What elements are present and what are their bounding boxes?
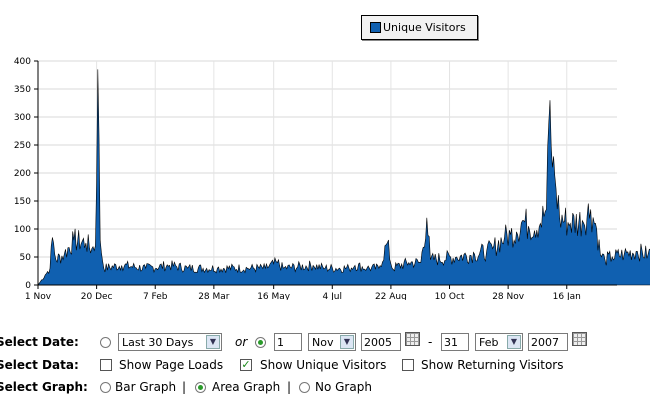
- x-tick-label: 7 Feb: [143, 292, 168, 300]
- select-date-label: Select Date:: [0, 335, 79, 349]
- x-tick-label: 4 Jul: [323, 292, 342, 300]
- graph-separator: |: [182, 380, 187, 394]
- y-tick-label: 100: [14, 225, 31, 235]
- bar-graph-label[interactable]: Bar Graph: [115, 380, 177, 394]
- x-tick-label: 1 Nov: [25, 292, 52, 300]
- to-month-select[interactable]: Feb ▼: [475, 333, 523, 351]
- custom-range-radio[interactable]: [255, 336, 266, 348]
- from-year-input[interactable]: 2005: [361, 333, 401, 351]
- series-area-unique-visitors: [37, 69, 650, 286]
- y-tick-label: 50: [20, 253, 32, 263]
- page-loads-checkbox[interactable]: [100, 359, 112, 371]
- y-tick-label: 400: [14, 57, 31, 67]
- area-graph-radio[interactable]: [195, 381, 206, 393]
- preset-value: Last 30 Days: [122, 335, 194, 349]
- y-tick-label: 200: [14, 169, 31, 179]
- chevron-down-icon: ▼: [340, 335, 354, 349]
- x-tick-label: 16 Jan: [553, 292, 581, 300]
- from-month-value: Nov: [312, 335, 334, 349]
- no-graph-radio[interactable]: [299, 381, 310, 393]
- legend-label: Unique Visitors: [383, 21, 466, 34]
- select-data-label: Select Data:: [0, 358, 79, 372]
- y-tick-label: 300: [14, 113, 31, 123]
- x-tick-label: 28 Nov: [492, 292, 525, 300]
- no-graph-label[interactable]: No Graph: [315, 380, 372, 394]
- x-tick-label: 22 Aug: [375, 292, 407, 300]
- from-month-select[interactable]: Nov ▼: [308, 333, 356, 351]
- chevron-down-icon: ▼: [206, 335, 220, 349]
- calendar-icon[interactable]: [405, 332, 420, 346]
- y-tick-label: 350: [14, 85, 31, 95]
- to-month-value: Feb: [479, 335, 499, 349]
- x-tick-label: 16 May: [257, 292, 291, 300]
- x-tick-label: 10 Oct: [435, 292, 465, 300]
- select-graph-label: Select Graph:: [0, 380, 88, 394]
- area-graph-label[interactable]: Area Graph: [212, 380, 281, 394]
- y-tick-label: 0: [25, 281, 31, 291]
- bar-graph-radio[interactable]: [100, 381, 111, 393]
- calendar-icon[interactable]: [572, 332, 587, 346]
- page-loads-label[interactable]: Show Page Loads: [119, 358, 224, 372]
- x-tick-label: 28 Mar: [198, 292, 230, 300]
- chart-legend: Unique Visitors: [361, 15, 478, 40]
- from-day-input[interactable]: 1: [274, 333, 302, 351]
- y-tick-label: 150: [14, 197, 31, 207]
- to-year-input[interactable]: 2007: [528, 333, 568, 351]
- visitors-area-chart: 0 50 100 150 200 250 300 350 400 1 Nov 20 Dec 7 Feb…: [14, 57, 650, 300]
- unique-visitors-checkbox[interactable]: ✓: [240, 358, 252, 371]
- graph-separator: |: [287, 380, 292, 394]
- range-dash: -: [428, 335, 433, 349]
- preset-radio[interactable]: [100, 336, 111, 348]
- or-label: or: [235, 335, 248, 349]
- legend-swatch: [370, 22, 381, 33]
- unique-visitors-label[interactable]: Show Unique Visitors: [260, 358, 387, 372]
- chevron-down-icon: ▼: [507, 335, 521, 349]
- x-tick-label: 20 Dec: [81, 292, 113, 300]
- returning-visitors-checkbox[interactable]: [402, 359, 414, 371]
- preset-select[interactable]: Last 30 Days ▼: [118, 333, 222, 351]
- y-tick-label: 250: [14, 141, 31, 151]
- to-day-input[interactable]: 31: [441, 333, 469, 351]
- returning-visitors-label[interactable]: Show Returning Visitors: [421, 358, 564, 372]
